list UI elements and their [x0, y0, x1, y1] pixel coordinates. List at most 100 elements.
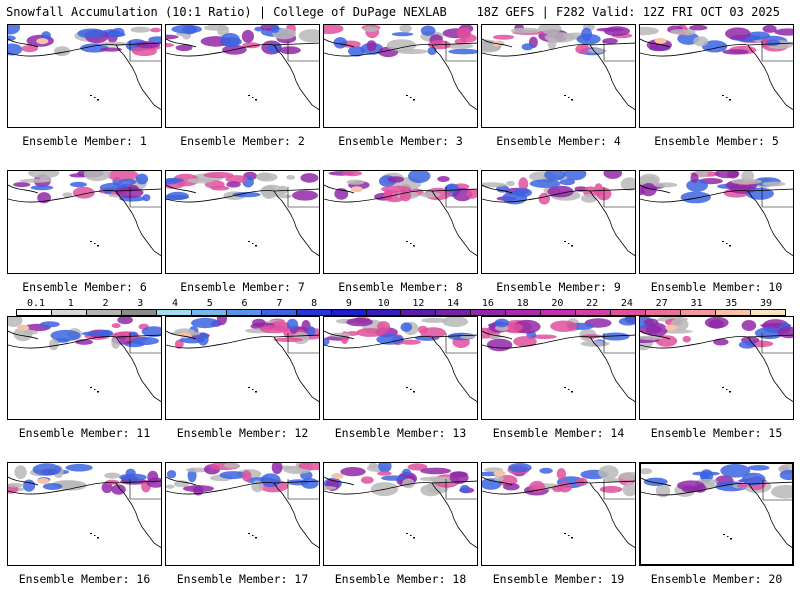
ensemble-member-map[interactable] — [7, 170, 162, 274]
ensemble-member-label: Ensemble Member: 4 — [496, 134, 621, 148]
ensemble-member-label: Ensemble Member: 18 — [334, 572, 467, 586]
ensemble-member-map[interactable] — [639, 462, 794, 566]
ensemble-member-map[interactable] — [481, 24, 636, 128]
colorbar-tick: 8 — [311, 298, 318, 309]
colorbar-cell — [611, 310, 647, 315]
hawaii-islands — [90, 241, 99, 247]
colorbar-tick: 10 — [377, 298, 390, 309]
snowfall-shading — [13, 171, 151, 204]
ensemble-member-map[interactable] — [165, 462, 320, 566]
colorbar-tick: 5 — [206, 298, 213, 309]
ensemble-member-map[interactable] — [481, 170, 636, 274]
snowfall-shading — [328, 171, 477, 203]
ensemble-member-map[interactable] — [7, 462, 162, 566]
border-lines — [603, 187, 635, 208]
ensemble-member-map[interactable] — [323, 462, 478, 566]
border-lines — [129, 41, 161, 62]
ensemble-member-label: Ensemble Member: 7 — [180, 280, 305, 294]
hawaii-islands — [90, 533, 99, 539]
border-lines — [761, 41, 793, 62]
colorbar-cell — [156, 310, 192, 315]
ensemble-member-map[interactable] — [165, 316, 320, 420]
ensemble-member-label: Ensemble Member: 16 — [18, 572, 151, 586]
hawaii-islands — [564, 533, 573, 539]
colorbar-cell — [471, 310, 507, 315]
coastline — [166, 476, 319, 549]
colorbar-tick: 31 — [690, 298, 703, 309]
coastline — [324, 476, 477, 549]
border-lines — [287, 333, 319, 354]
ensemble-member-label: Ensemble Member: 15 — [650, 426, 783, 440]
snowfall-shading — [166, 463, 319, 496]
colorbar-cell — [296, 310, 332, 315]
ensemble-member-label: Ensemble Member: 8 — [338, 280, 463, 294]
ensemble-member-map[interactable] — [165, 170, 320, 274]
ensemble-member-map[interactable] — [323, 316, 478, 420]
ensemble-member-map[interactable] — [323, 24, 478, 128]
colorbar-tick: 20 — [551, 298, 564, 309]
colorbar-tick: 3 — [137, 298, 144, 309]
ensemble-member-map[interactable] — [481, 316, 636, 420]
colorbar-tick: 24 — [620, 298, 633, 309]
ensemble-member-map[interactable] — [165, 24, 320, 128]
border-lines — [445, 333, 477, 354]
page-header: Snowfall Accumulation (10:1 Ratio) | Col… — [0, 0, 800, 22]
ensemble-member-label: Ensemble Member: 10 — [650, 280, 783, 294]
colorbar-cell — [121, 310, 157, 315]
colorbar-strip — [16, 309, 786, 316]
ensemble-member-map[interactable] — [7, 316, 162, 420]
ensemble-member-map[interactable] — [639, 316, 794, 420]
coastline — [641, 477, 792, 548]
hawaii-islands — [722, 95, 731, 101]
colorbar-cell — [716, 310, 752, 315]
border-lines — [445, 187, 477, 208]
ensemble-member-map[interactable] — [7, 24, 162, 128]
border-lines — [761, 187, 793, 208]
ensemble-member-map[interactable] — [481, 462, 636, 566]
coastline — [324, 184, 477, 257]
colorbar-tick: 22 — [586, 298, 599, 309]
snowfall-shading — [8, 25, 161, 57]
ensemble-member-map[interactable] — [639, 170, 794, 274]
hawaii-islands — [406, 241, 415, 247]
colorbar-cell — [86, 310, 122, 315]
ensemble-member-label: Ensemble Member: 9 — [496, 280, 621, 294]
ensemble-member-map[interactable] — [323, 170, 478, 274]
snowfall-shading — [640, 25, 793, 55]
hawaii-islands — [564, 241, 573, 247]
ensemble-member-label: Ensemble Member: 2 — [180, 134, 305, 148]
snowfall-shading — [640, 317, 793, 351]
ensemble-member-label: Ensemble Member: 14 — [492, 426, 625, 440]
snowfall-shading — [8, 317, 161, 351]
colorbar-tick: 16 — [481, 298, 494, 309]
ensemble-member-label: Ensemble Member: 6 — [22, 280, 147, 294]
ensemble-member-map[interactable] — [639, 24, 794, 128]
colorbar-tick: 35 — [725, 298, 738, 309]
coastline — [324, 38, 477, 111]
coastline — [166, 330, 319, 403]
border-lines — [129, 187, 161, 208]
product-title: Snowfall Accumulation (10:1 Ratio) | Col… — [6, 5, 447, 19]
ensemble-member-label: Ensemble Member: 20 — [650, 572, 783, 586]
colorbar-tick: 4 — [172, 298, 179, 309]
border-lines — [762, 480, 792, 501]
border-lines — [287, 41, 319, 62]
snowfall-shading — [482, 25, 633, 56]
snowfall-shading — [482, 171, 635, 205]
hawaii-islands — [90, 387, 99, 393]
border-lines — [761, 333, 793, 354]
hawaii-islands — [248, 241, 257, 247]
snowfall-shading — [324, 463, 475, 497]
border-lines — [445, 41, 477, 62]
coastline — [8, 476, 161, 549]
colorbar-tick: 27 — [655, 298, 668, 309]
snowfall-shading — [166, 171, 319, 201]
colorbar-tick: 39 — [759, 298, 773, 309]
colorbar-tick: 2 — [102, 298, 109, 309]
snowfall-shading — [324, 25, 477, 58]
border-lines — [603, 333, 635, 354]
snowfall-shading — [640, 171, 786, 204]
hawaii-islands — [722, 387, 731, 393]
hawaii-islands — [723, 534, 732, 540]
colorbar-cell — [576, 310, 612, 315]
